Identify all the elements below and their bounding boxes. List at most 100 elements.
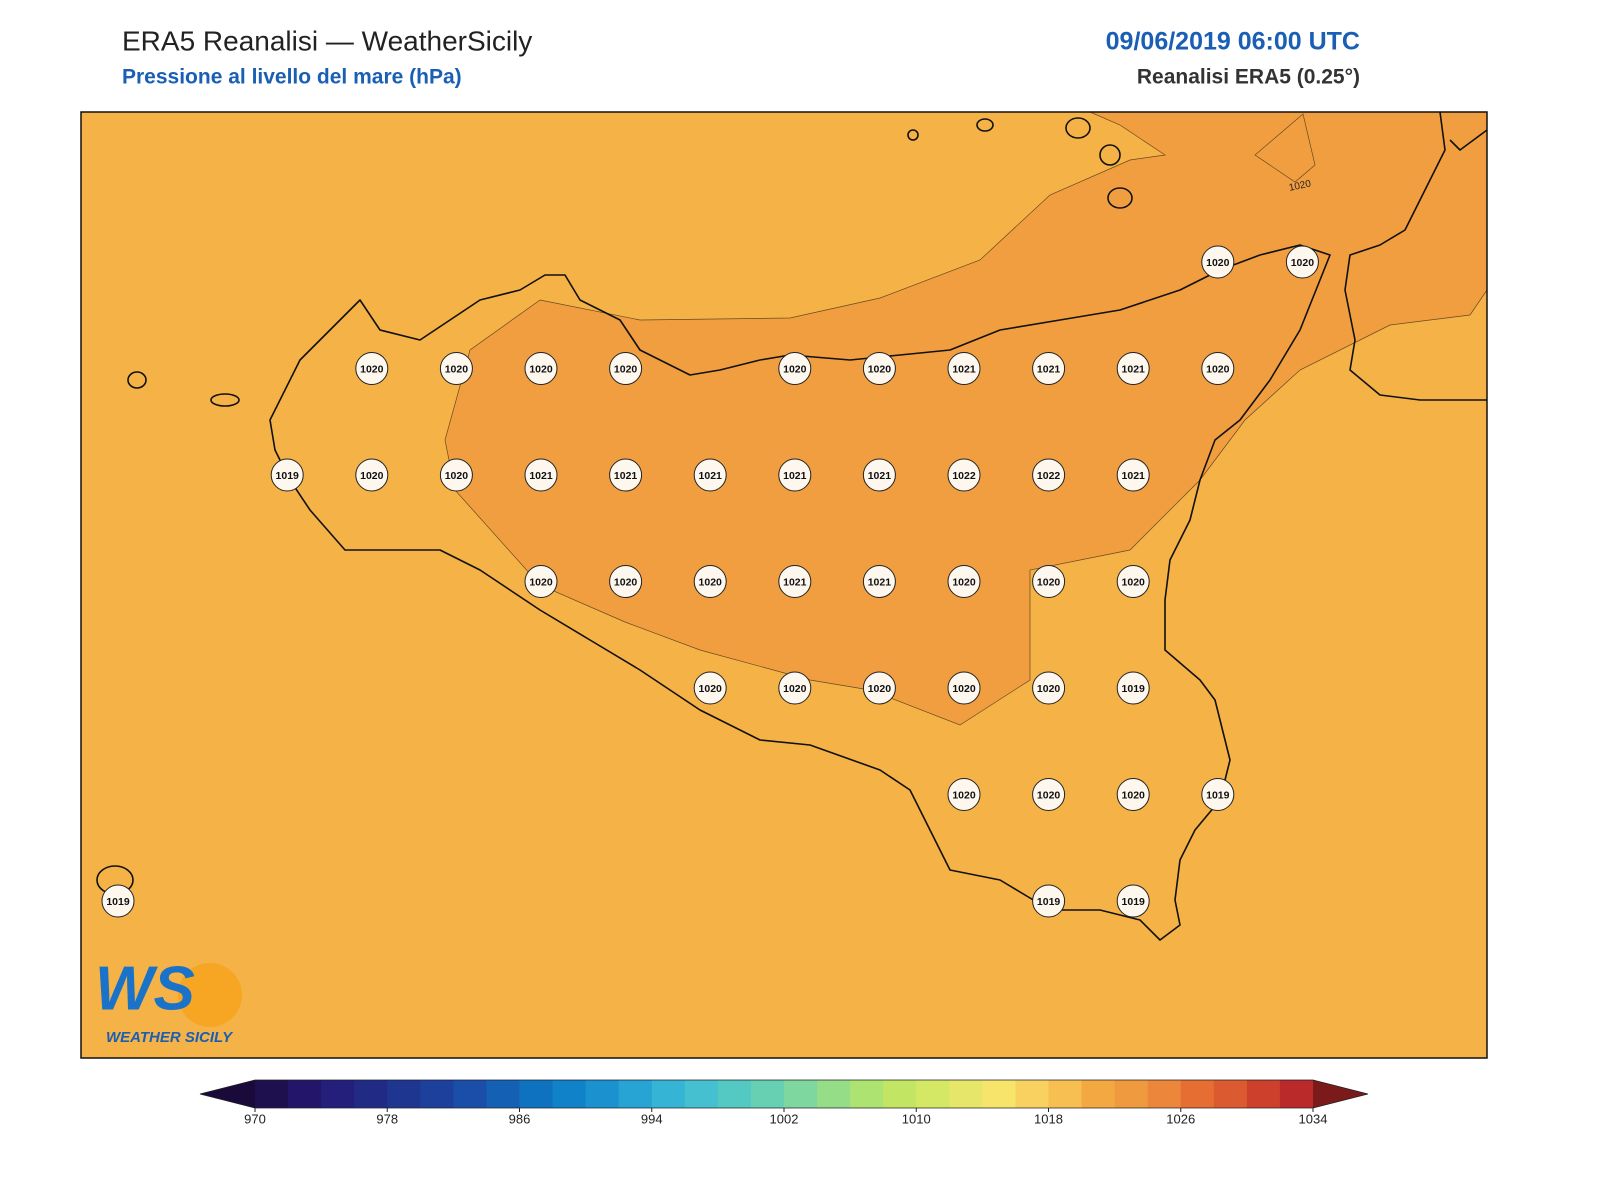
station-value: 1020: [952, 789, 976, 801]
station-marker: [1285, 245, 1319, 279]
station-value: 1020: [529, 576, 553, 588]
station-value: 1019: [276, 470, 300, 482]
station-marker: [1116, 778, 1150, 811]
islands: [96, 117, 1133, 895]
colorbar-bin: [717, 1080, 752, 1108]
colorbar-tick-label: 1034: [1299, 1111, 1328, 1126]
source: Reanalisi ERA5 (0.25°): [1137, 66, 1360, 89]
station-marker: [1116, 352, 1150, 385]
colorbar-bin: [982, 1080, 1016, 1108]
station-marker: [1116, 671, 1150, 705]
station-labels: 1020 1020 1020 1020 1020 1020 1020 1020 1021 1021…: [101, 245, 1319, 918]
station-value: 1019: [1206, 789, 1230, 801]
station-marker: [1201, 778, 1235, 811]
station-marker: [355, 352, 389, 385]
station-value: 1021: [783, 470, 807, 482]
colorbar-bin: [1015, 1080, 1049, 1108]
pressure-band: [1254, 113, 1316, 183]
colorbar-tick-label: 994: [641, 1111, 663, 1126]
subtitle: Pressione al livello del mare (hPa): [122, 66, 462, 89]
station-value: 1020: [952, 683, 976, 695]
station-marker: [1201, 245, 1235, 279]
station-value: 1020: [614, 576, 638, 588]
station-marker: [524, 458, 558, 492]
station-marker: [947, 565, 981, 598]
station-value: 1020: [1206, 363, 1230, 375]
station-marker: [1032, 352, 1066, 385]
map: 1020 1020 1020 1020 1020 1020 1020 1020 1021 1021…: [80, 111, 1488, 1059]
station-marker: [778, 671, 812, 705]
colorbar-bin: [750, 1080, 785, 1108]
station-value: 1021: [783, 576, 807, 588]
station-value: 1020: [699, 683, 723, 695]
station-marker: [862, 671, 896, 705]
colorbar-bin: [684, 1080, 719, 1108]
station-value: 1019: [106, 896, 130, 908]
station-marker: [1032, 778, 1066, 811]
station-value: 1020: [1037, 576, 1061, 588]
station-value: 1020: [1037, 683, 1061, 695]
colorbar-bin: [453, 1080, 487, 1108]
station-value: 1022: [1037, 470, 1061, 482]
station-marker: [693, 671, 727, 705]
logo-name: WEATHER SICILY: [106, 1029, 234, 1046]
station-marker: [1116, 565, 1150, 598]
station-value: 1020: [1122, 576, 1146, 588]
coastline: [1344, 111, 1487, 401]
colorbar: 970 978 986 994 1002 1010 1018 1026 1034: [199, 1079, 1369, 1126]
colorbar-bin: [552, 1080, 587, 1108]
station-value: 1021: [952, 363, 976, 375]
station-value: 1022: [952, 470, 976, 482]
station-value: 1021: [1122, 470, 1146, 482]
station-value: 1021: [1122, 363, 1146, 375]
colorbar-bin: [321, 1080, 355, 1108]
logo-mark: WS: [95, 954, 195, 1023]
station-marker: [947, 778, 981, 811]
station-marker: [947, 352, 981, 385]
colorbar-bin: [1147, 1080, 1182, 1108]
station-value: 1021: [614, 470, 638, 482]
station-marker: [1116, 884, 1150, 918]
station-marker: [693, 565, 727, 598]
colorbar-tick-label: 986: [509, 1111, 531, 1126]
station-value: 1020: [1291, 257, 1315, 269]
colorbar-bin: [618, 1080, 653, 1108]
station-marker: [778, 458, 812, 492]
colorbar-bin: [1048, 1080, 1083, 1108]
station-value: 1021: [529, 470, 553, 482]
colorbar-bin: [817, 1080, 851, 1108]
station-marker: [355, 458, 389, 492]
colorbar-tick-label: 1018: [1034, 1111, 1063, 1126]
station-value: 1019: [1037, 896, 1061, 908]
station-marker: [778, 352, 812, 385]
coastline: [1449, 129, 1488, 151]
colorbar-tick-label: 1026: [1166, 1111, 1195, 1126]
colorbar-bin: [916, 1080, 950, 1108]
colorbar-bin: [1081, 1080, 1116, 1108]
station-marker: [1032, 884, 1066, 918]
logo: WS WEATHER SICILY: [95, 954, 242, 1046]
station-marker: [609, 352, 643, 385]
station-marker: [778, 565, 812, 598]
station-marker: [609, 458, 643, 492]
station-value: 1020: [783, 363, 807, 375]
station-value: 1021: [1037, 363, 1061, 375]
colorbar-tick-label: 978: [376, 1111, 398, 1126]
station-value: 1020: [360, 470, 384, 482]
station-value: 1020: [614, 363, 638, 375]
station-value: 1019: [1122, 896, 1146, 908]
station-marker: [1032, 671, 1066, 705]
map-frame: [80, 111, 1488, 1059]
station-value: 1021: [868, 470, 892, 482]
colorbar-bin: [784, 1080, 818, 1108]
logo-sun: [178, 963, 242, 1027]
station-marker: [270, 458, 304, 492]
station-marker: [693, 458, 727, 492]
station-marker: [1032, 458, 1066, 492]
colorbar-bin: [1246, 1080, 1281, 1108]
colorbar-bin: [255, 1080, 289, 1108]
station-value: 1021: [699, 470, 723, 482]
colorbar-bin: [850, 1080, 884, 1108]
